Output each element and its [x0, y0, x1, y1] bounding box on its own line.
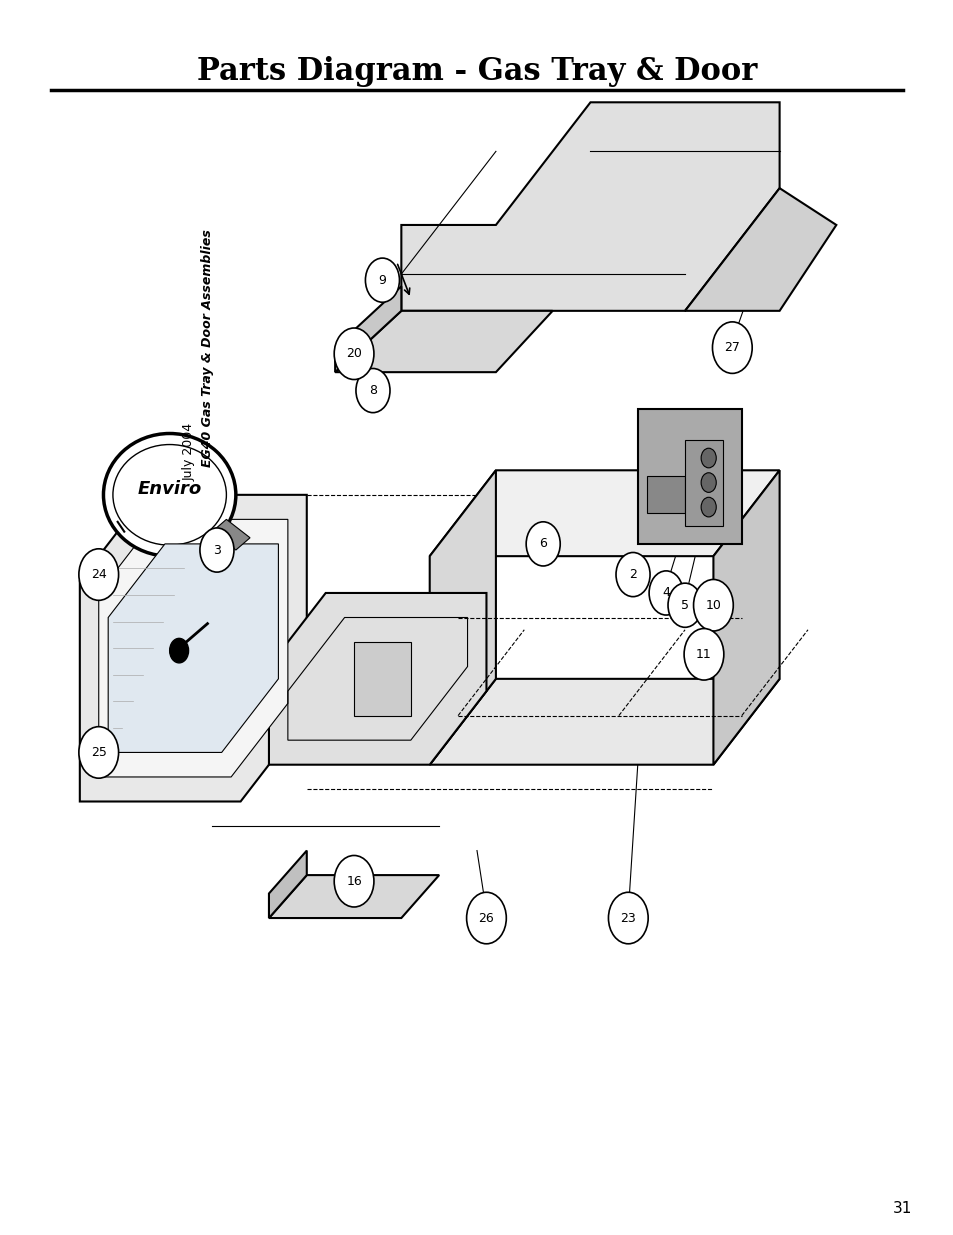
Circle shape: [79, 726, 118, 778]
Polygon shape: [684, 188, 836, 311]
Polygon shape: [269, 593, 486, 764]
Circle shape: [648, 571, 682, 615]
Text: 23: 23: [619, 911, 636, 925]
Ellipse shape: [103, 433, 235, 556]
Text: 31: 31: [892, 1202, 911, 1216]
Polygon shape: [98, 520, 288, 777]
Text: 8: 8: [369, 384, 376, 398]
Text: 6: 6: [538, 537, 547, 551]
Polygon shape: [429, 471, 779, 556]
Polygon shape: [108, 543, 278, 752]
Polygon shape: [335, 311, 552, 372]
Polygon shape: [269, 876, 438, 918]
Circle shape: [712, 322, 751, 373]
Text: EG40 Gas Tray & Door Assemblies: EG40 Gas Tray & Door Assemblies: [201, 228, 213, 467]
Text: July 2004: July 2004: [183, 422, 195, 480]
Text: Parts Diagram - Gas Tray & Door: Parts Diagram - Gas Tray & Door: [196, 56, 757, 88]
Circle shape: [616, 552, 649, 597]
Text: 27: 27: [723, 341, 740, 354]
Circle shape: [526, 522, 559, 566]
Circle shape: [683, 629, 723, 680]
Polygon shape: [713, 471, 779, 764]
Polygon shape: [684, 440, 722, 526]
Text: 20: 20: [346, 347, 361, 361]
Circle shape: [355, 368, 390, 412]
Text: 26: 26: [478, 911, 494, 925]
Text: 2: 2: [628, 568, 637, 580]
Polygon shape: [80, 495, 307, 802]
Polygon shape: [354, 642, 411, 715]
Text: 16: 16: [346, 874, 361, 888]
Polygon shape: [429, 679, 779, 764]
Circle shape: [365, 258, 399, 303]
Text: 4: 4: [661, 587, 669, 599]
Circle shape: [334, 856, 374, 906]
Text: 24: 24: [91, 568, 107, 580]
Polygon shape: [269, 851, 307, 918]
Circle shape: [466, 892, 506, 944]
Circle shape: [667, 583, 701, 627]
Text: 25: 25: [91, 746, 107, 760]
Circle shape: [200, 527, 233, 572]
Circle shape: [79, 548, 118, 600]
Text: 10: 10: [704, 599, 720, 611]
Text: 5: 5: [680, 599, 688, 611]
Circle shape: [700, 473, 716, 493]
Polygon shape: [335, 287, 401, 372]
Circle shape: [170, 638, 189, 663]
Polygon shape: [212, 520, 250, 550]
Circle shape: [334, 329, 374, 379]
Circle shape: [700, 448, 716, 468]
Text: 3: 3: [213, 543, 221, 557]
Text: Enviro: Enviro: [137, 479, 202, 498]
Text: 9: 9: [378, 274, 386, 287]
Polygon shape: [638, 409, 741, 543]
Polygon shape: [429, 471, 496, 764]
Text: 11: 11: [696, 648, 711, 661]
Circle shape: [693, 579, 733, 631]
Circle shape: [700, 498, 716, 517]
Polygon shape: [401, 103, 779, 311]
Circle shape: [608, 892, 647, 944]
Polygon shape: [646, 477, 684, 514]
